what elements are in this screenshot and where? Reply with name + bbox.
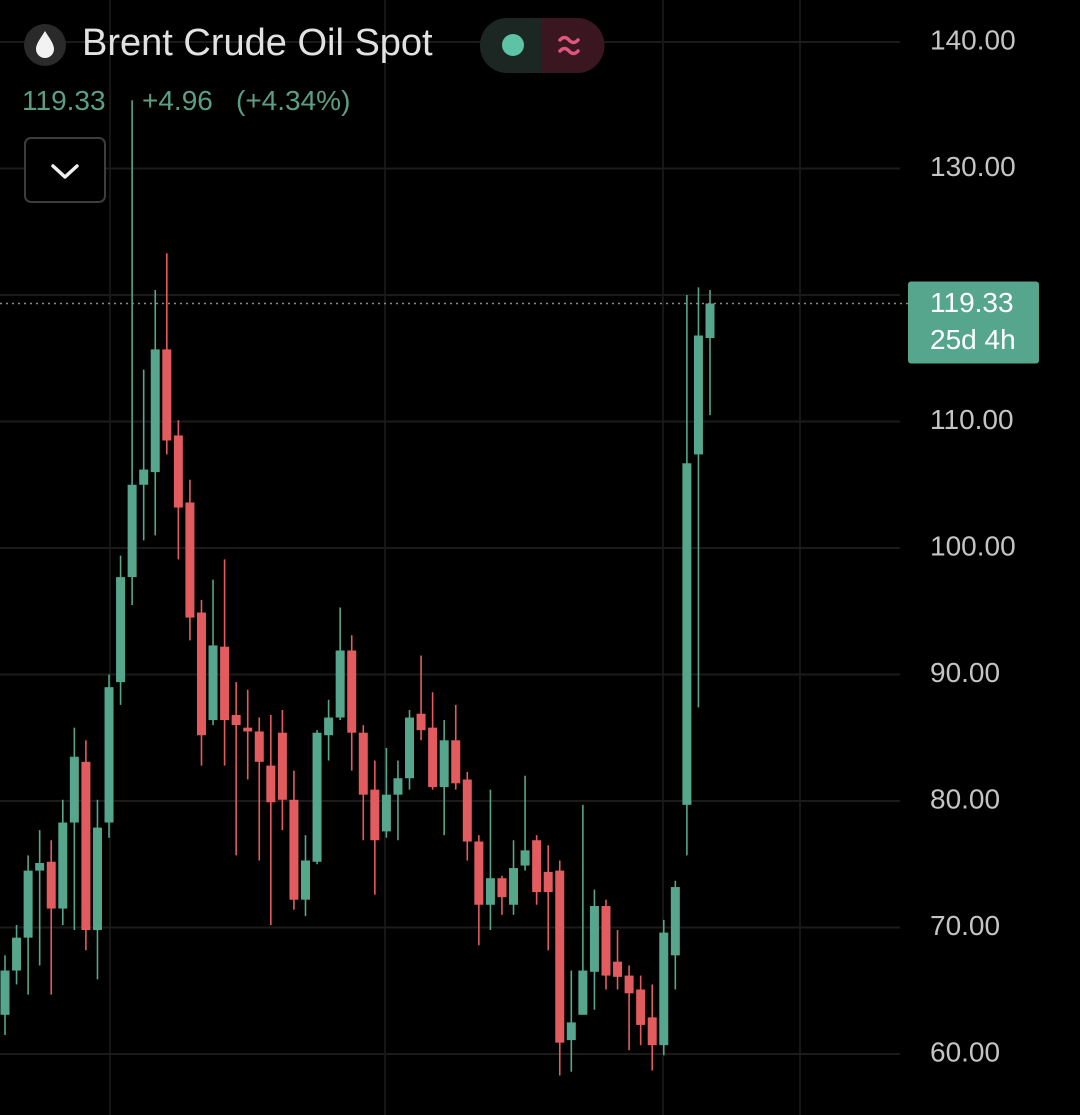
candle-body [589, 906, 599, 972]
candle-body [69, 756, 79, 823]
candle-body [439, 740, 449, 788]
candle-body [416, 713, 426, 731]
header: Brent Crude Oil Spot 119.33 +4.96 (+4.34… [22, 18, 605, 203]
y-tick-label: 100.00 [930, 530, 1016, 561]
countdown-label: 25d 4h [930, 324, 1016, 355]
candle-body [289, 799, 299, 900]
candle-body [485, 878, 495, 905]
candle-body [92, 827, 102, 931]
candle-body [659, 932, 669, 1046]
y-tick-label: 70.00 [930, 910, 1000, 941]
candle-body [624, 975, 634, 994]
y-tick-label: 80.00 [930, 783, 1000, 814]
candle-body [277, 732, 287, 800]
candle-body [324, 717, 334, 736]
candle-body [185, 502, 195, 618]
candle-body [358, 732, 368, 795]
candle-body [220, 646, 230, 721]
candle-body [173, 435, 183, 508]
candle-body [578, 970, 588, 1015]
candle-body [532, 840, 542, 893]
candle-body [312, 732, 322, 862]
candle-body [682, 463, 692, 805]
candle-body [162, 349, 172, 441]
chart-title: Brent Crude Oil Spot [82, 22, 433, 64]
candle-body [647, 1017, 657, 1046]
candle-body [35, 863, 45, 871]
time-grid [109, 0, 801, 1115]
current-price: 119.33 [22, 85, 106, 116]
candle-body [46, 861, 56, 909]
candle-body [116, 577, 126, 683]
candle-body [613, 961, 623, 977]
candle-body [509, 868, 519, 905]
candle-body [266, 765, 276, 803]
candle-body [381, 794, 391, 832]
candle-body [139, 469, 149, 485]
y-tick-label: 140.00 [930, 24, 1016, 55]
status-pill-right [542, 18, 605, 73]
candle-body [58, 822, 68, 909]
y-tick-label: 60.00 [930, 1036, 1000, 1067]
status-wave [558, 35, 580, 56]
candle-body [370, 789, 380, 841]
candle-body [254, 731, 264, 762]
candle-body [231, 714, 241, 726]
candle-body [335, 650, 345, 718]
candle-body [393, 778, 403, 795]
change-pct: (+4.34%) [236, 85, 350, 116]
candle-body [705, 303, 715, 339]
last-price-tag [908, 281, 1039, 364]
candle-body [497, 878, 507, 898]
overlay: 119.33 25d 4h [0, 281, 1039, 364]
candle-body [12, 937, 22, 971]
candle-body [428, 727, 438, 788]
candle-body [474, 841, 484, 905]
candle-body [150, 349, 160, 473]
candle-body [566, 1022, 576, 1041]
candle-body [127, 484, 137, 578]
y-tick-label: 130.00 [930, 151, 1016, 182]
change: +4.96 [142, 85, 213, 116]
candle-body [23, 870, 33, 938]
candle-body [243, 727, 253, 732]
price-change-row: 119.33 +4.96 (+4.34%) [22, 85, 350, 116]
y-tick-label: 110.00 [930, 404, 1014, 435]
candle-body [451, 740, 461, 784]
candle-body [555, 870, 565, 1043]
candle-body [0, 970, 10, 1015]
candle-body [405, 717, 415, 779]
candle-body [300, 860, 310, 900]
candle-body [636, 989, 646, 1025]
candle-body [208, 645, 218, 721]
candle-body [81, 761, 91, 931]
candles [0, 100, 715, 1076]
dropdown-button[interactable] [24, 137, 106, 203]
candle-body [543, 871, 553, 893]
status-dot [502, 34, 524, 56]
candle-body [601, 906, 611, 976]
candle-body [462, 779, 472, 842]
last-price-label: 119.33 [930, 287, 1014, 318]
candle-body [104, 687, 114, 823]
drop-icon [36, 31, 54, 58]
candle-body [520, 850, 530, 866]
y-tick-label: 90.00 [930, 657, 1000, 688]
candle-body [347, 650, 357, 733]
candle-body [196, 612, 206, 736]
candle-body [693, 335, 703, 455]
chevron-icon [51, 164, 79, 179]
candle-body [670, 887, 680, 956]
